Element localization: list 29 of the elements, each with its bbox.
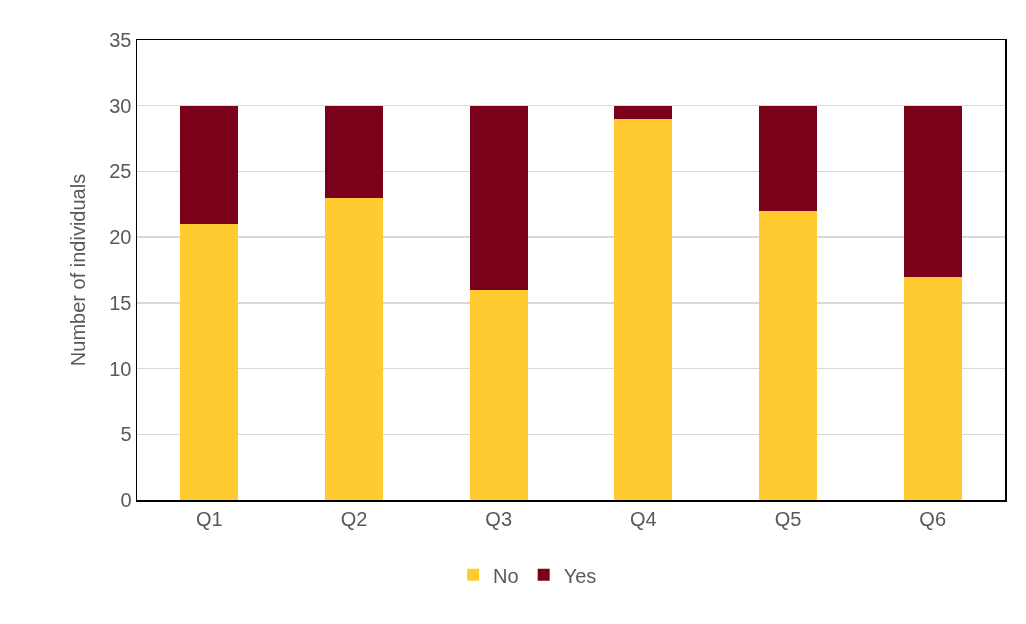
- y-tick-label: 20: [109, 226, 132, 249]
- bar: [180, 224, 239, 500]
- x-tick-label: Q3: [485, 507, 513, 530]
- x-tick-label: Q2: [340, 507, 368, 530]
- bar: [469, 289, 528, 500]
- bar: [614, 105, 673, 119]
- y-tick-label: 5: [120, 423, 132, 446]
- bar: [759, 210, 817, 500]
- legend-label: No: [493, 564, 519, 587]
- legend-label: Yes: [563, 564, 597, 587]
- bar: [903, 276, 962, 500]
- bar: [614, 118, 673, 500]
- y-tick-label: 25: [109, 160, 132, 183]
- bar: [759, 105, 817, 211]
- x-tick-label: Q6: [919, 507, 947, 530]
- y-tick-label: 35: [109, 29, 132, 51]
- bar: [469, 105, 528, 290]
- x-tick-label: Q1: [195, 507, 223, 530]
- y-axis-title: Number of individuals: [67, 173, 89, 367]
- x-tick-label: Q4: [629, 507, 657, 530]
- bar: [903, 105, 962, 277]
- y-tick-label: 30: [109, 94, 132, 117]
- bar: [325, 105, 383, 198]
- y-tick-label: 15: [109, 291, 132, 314]
- bar: [325, 197, 383, 500]
- y-tick-label: 0: [120, 489, 132, 511]
- y-tick-label: 10: [109, 357, 132, 380]
- bar: [180, 105, 239, 224]
- x-tick-label: Q5: [774, 507, 802, 530]
